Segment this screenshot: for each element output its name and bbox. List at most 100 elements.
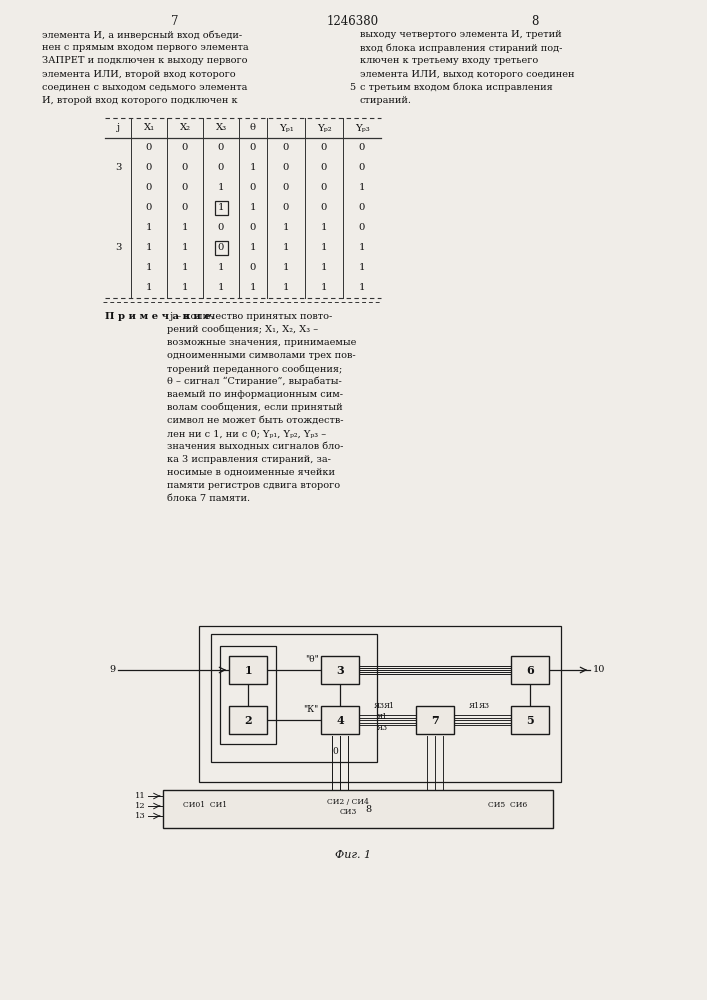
Text: Я3: Я3 xyxy=(479,702,490,710)
Text: стираний.: стираний. xyxy=(360,96,412,105)
Text: Yₚ₂: Yₚ₂ xyxy=(317,123,332,132)
Text: 1: 1 xyxy=(146,224,152,232)
Text: 1: 1 xyxy=(250,284,256,292)
Text: 0: 0 xyxy=(283,204,289,213)
Text: 1: 1 xyxy=(146,263,152,272)
Text: СИ5  СИ6: СИ5 СИ6 xyxy=(489,801,527,809)
Bar xyxy=(214,241,228,255)
Bar xyxy=(321,656,359,684)
Text: 3: 3 xyxy=(115,163,121,172)
Text: 1: 1 xyxy=(218,263,224,272)
Text: 0: 0 xyxy=(218,224,224,232)
Text: 6: 6 xyxy=(526,664,534,676)
Bar xyxy=(211,634,377,762)
Text: Я1: Я1 xyxy=(377,713,388,721)
Text: торений переданного сообщения;: торений переданного сообщения; xyxy=(167,364,342,373)
Text: 10: 10 xyxy=(593,666,605,674)
Text: 0: 0 xyxy=(218,163,224,172)
Text: И, второй вход которого подключен к: И, второй вход которого подключен к xyxy=(42,96,238,105)
Text: 1: 1 xyxy=(218,204,224,213)
Text: X₂: X₂ xyxy=(180,123,191,132)
Text: 2: 2 xyxy=(244,714,252,726)
Bar xyxy=(511,706,549,734)
Text: Я1: Я1 xyxy=(469,702,480,710)
Text: 1: 1 xyxy=(283,224,289,232)
Bar xyxy=(229,656,267,684)
Text: 8: 8 xyxy=(365,804,371,814)
Text: одноименными символами трех пов-: одноименными символами трех пов- xyxy=(167,351,356,360)
Text: рений сообщения; X₁, X₂, X₃ –: рений сообщения; X₁, X₂, X₃ – xyxy=(167,325,318,334)
Text: 0: 0 xyxy=(283,184,289,192)
Text: 1: 1 xyxy=(250,243,256,252)
Text: ЗАПРЕТ и подключен к выходу первого: ЗАПРЕТ и подключен к выходу первого xyxy=(42,56,247,65)
Text: элемента ИЛИ, второй вход которого: элемента ИЛИ, второй вход которого xyxy=(42,70,235,79)
Text: 0: 0 xyxy=(146,204,152,213)
Text: 9: 9 xyxy=(109,666,115,674)
Text: 1: 1 xyxy=(218,184,224,192)
Bar xyxy=(229,706,267,734)
Text: Yₚ₃: Yₚ₃ xyxy=(355,123,369,132)
Text: 1: 1 xyxy=(250,163,256,172)
Text: 0: 0 xyxy=(359,224,366,232)
Text: блока 7 памяти.: блока 7 памяти. xyxy=(167,494,250,503)
Text: 1: 1 xyxy=(321,224,327,232)
Text: СИ3: СИ3 xyxy=(339,808,357,816)
Text: 11: 11 xyxy=(135,792,146,800)
Text: Я3: Я3 xyxy=(374,702,385,710)
Text: волам сообщения, если принятый: волам сообщения, если принятый xyxy=(167,403,343,412)
Text: 3: 3 xyxy=(115,243,121,252)
Text: 1: 1 xyxy=(358,263,366,272)
Bar xyxy=(321,706,359,734)
Text: 0: 0 xyxy=(182,163,188,172)
Text: j: j xyxy=(117,123,119,132)
Bar xyxy=(416,706,454,734)
Text: ка 3 исправления стираний, за-: ка 3 исправления стираний, за- xyxy=(167,455,331,464)
Text: 0: 0 xyxy=(283,163,289,172)
Text: 0: 0 xyxy=(218,143,224,152)
Text: элемента И, а инверсный вход объеди-: элемента И, а инверсный вход объеди- xyxy=(42,30,242,39)
Text: j – количество принятых повто-: j – количество принятых повто- xyxy=(167,312,332,321)
Text: соединен с выходом седьмого элемента: соединен с выходом седьмого элемента xyxy=(42,83,247,92)
Text: символ не может быть отождеств-: символ не может быть отождеств- xyxy=(167,416,344,425)
Text: "θ": "θ" xyxy=(305,654,319,664)
Text: 0: 0 xyxy=(359,204,366,213)
Text: 1: 1 xyxy=(358,243,366,252)
Text: 1: 1 xyxy=(244,664,252,676)
Text: СИ01  СИ1: СИ01 СИ1 xyxy=(183,801,227,809)
Text: 0: 0 xyxy=(182,184,188,192)
Text: памяти регистров сдвига второго: памяти регистров сдвига второго xyxy=(167,481,340,490)
Text: значения выходных сигналов бло-: значения выходных сигналов бло- xyxy=(167,442,344,451)
Text: носимые в одноименные ячейки: носимые в одноименные ячейки xyxy=(167,468,335,477)
Text: 1: 1 xyxy=(321,263,327,272)
Bar xyxy=(220,646,276,744)
Text: Фиг. 1: Фиг. 1 xyxy=(335,850,371,860)
Text: 5: 5 xyxy=(526,714,534,726)
Text: 3: 3 xyxy=(336,664,344,676)
Text: θ: θ xyxy=(250,123,256,132)
Text: 1: 1 xyxy=(283,243,289,252)
Text: 0: 0 xyxy=(332,748,338,756)
Text: с третьим входом блока исправления: с третьим входом блока исправления xyxy=(360,83,553,92)
Text: 1: 1 xyxy=(250,204,256,213)
Text: 0: 0 xyxy=(182,143,188,152)
Text: выходу четвертого элемента И, третий: выходу четвертого элемента И, третий xyxy=(360,30,561,39)
Text: 1: 1 xyxy=(182,243,188,252)
Text: 0: 0 xyxy=(250,263,256,272)
Text: 0: 0 xyxy=(250,224,256,232)
Text: 1: 1 xyxy=(146,243,152,252)
Text: "К": "К" xyxy=(303,704,318,714)
Text: θ – сигнал “Стирание”, вырабаты-: θ – сигнал “Стирание”, вырабаты- xyxy=(167,377,341,386)
Text: Я1: Я1 xyxy=(384,702,395,710)
Text: 4: 4 xyxy=(336,714,344,726)
Text: Yₚ₁: Yₚ₁ xyxy=(279,123,293,132)
Bar xyxy=(511,656,549,684)
Text: X₁: X₁ xyxy=(144,123,155,132)
Text: 0: 0 xyxy=(321,143,327,152)
Text: 0: 0 xyxy=(321,204,327,213)
Text: 7: 7 xyxy=(431,714,439,726)
Text: 1246380: 1246380 xyxy=(327,15,379,28)
Bar xyxy=(199,626,561,782)
Text: 1: 1 xyxy=(283,263,289,272)
Text: возможные значения, принимаемые: возможные значения, принимаемые xyxy=(167,338,356,347)
Text: 0: 0 xyxy=(146,184,152,192)
